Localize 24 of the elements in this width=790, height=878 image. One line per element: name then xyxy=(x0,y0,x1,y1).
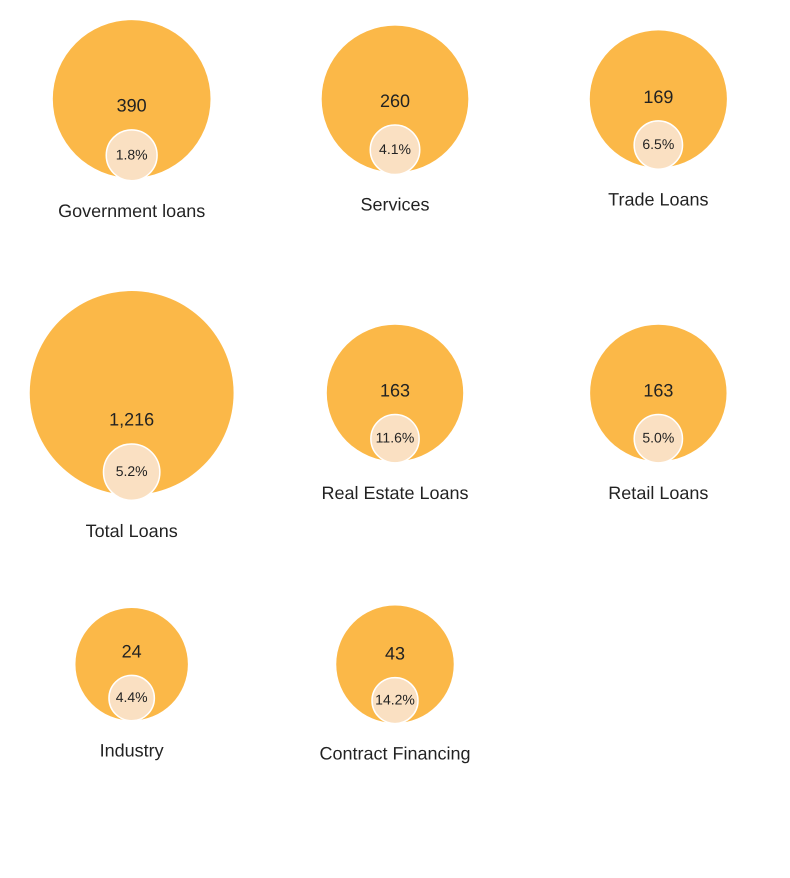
category-label: Total Loans xyxy=(86,520,178,541)
data-label: 6.5% xyxy=(642,136,674,152)
data-label: 163 xyxy=(643,380,674,400)
data-label: 5.0% xyxy=(642,430,674,446)
category-label: Real Estate Loans xyxy=(321,482,469,503)
data-label: 14.2% xyxy=(375,692,415,708)
data-label: 390 xyxy=(116,96,147,116)
data-label: 5.2% xyxy=(116,463,148,480)
data-label: 1,216 xyxy=(109,409,154,430)
data-label: 24 xyxy=(122,641,142,662)
category-label: Trade Loans xyxy=(608,189,709,210)
data-label: 4.1% xyxy=(379,140,411,157)
category-label: Government loans xyxy=(58,200,206,221)
data-label: 163 xyxy=(380,380,410,400)
data-label: 4.4% xyxy=(116,689,148,706)
data-label: 43 xyxy=(384,644,406,664)
data-label: 1.8% xyxy=(116,146,148,162)
data-label: 11.6% xyxy=(376,430,414,446)
data-label: 169 xyxy=(643,86,674,107)
category-label: Industry xyxy=(100,740,164,761)
category-label: Retail Loans xyxy=(608,482,708,503)
data-label: 260 xyxy=(380,90,410,111)
category-label: Contract Financing xyxy=(319,744,471,764)
category-label: Services xyxy=(360,194,430,215)
